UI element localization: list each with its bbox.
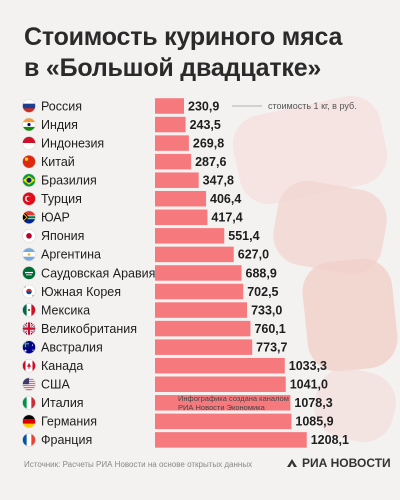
category-label: Южная Корея [41,285,121,299]
value-label: 287,6 [195,155,226,169]
flag-china-icon [22,154,36,169]
channel-note: РИА Новости Экономика [178,403,266,412]
bar [155,265,242,281]
bar [155,98,185,114]
title-line-1: Стоимость куриного мяса [24,23,343,51]
bar [155,135,189,151]
flag-argentina-icon [22,247,36,262]
category-label: Аргентина [41,248,101,262]
flag-turkey-icon [22,191,36,206]
flag-japan-icon [22,229,36,243]
category-label: Бразилия [41,174,97,188]
category-label: Германия [41,415,97,429]
bar-chart: Россия 230,9 Индия 243,5 Индонезия 269,8 Китай… [22,98,357,448]
channel-note: Инфографика создана каналом [178,394,289,403]
flag-mexico-icon [22,303,36,317]
bar [155,209,208,226]
value-label: 773,7 [256,340,287,354]
bar [155,246,234,263]
value-label: 243,5 [190,118,221,132]
page-title: Стоимость куриного мяса в «Большой двадц… [24,22,384,84]
bar [155,228,225,244]
value-label: 269,8 [193,136,224,150]
flag-indonesia-icon [22,136,36,150]
value-label: 230,9 [188,99,219,113]
value-label: 733,0 [251,303,282,317]
value-label: 1033,3 [289,359,327,373]
flag-saudi-arabia-icon [22,266,36,280]
flag-south-korea-icon [22,284,36,299]
value-label: 551,4 [228,229,259,243]
brand-logo: РИА НОВОСТИ [286,456,391,470]
bar [155,320,251,337]
flag-france-icon [22,433,36,447]
category-label: Австралия [41,340,103,354]
flag-brazil-icon [22,173,36,187]
category-label: Франция [41,433,92,447]
value-label: 1208,1 [311,433,349,447]
category-label: Мексика [41,303,90,317]
flag-uk-icon [22,321,36,336]
value-label: 1041,0 [290,378,328,392]
title-line-2: в «Большой двадцатке» [24,54,322,82]
bar [155,302,248,318]
bar [155,357,285,374]
category-label: Саудовская Аравия [41,266,155,280]
value-label: 627,0 [238,248,269,262]
value-label: 406,4 [210,192,241,206]
bar [155,116,186,133]
flag-russia-icon [22,99,36,113]
category-label: Турция [41,192,82,206]
category-label: Канада [41,359,83,373]
value-label: 1085,9 [295,415,333,429]
unit-annotation: стоимость 1 кг, в руб. [268,101,357,111]
ria-logo-icon [287,459,297,467]
category-label: Япония [41,229,84,243]
flag-canada-icon [22,358,36,373]
category-label: Индия [41,118,78,132]
brand-name: РИА НОВОСТИ [302,456,391,470]
value-label: 760,1 [254,322,285,336]
bar [155,283,244,300]
flag-australia-icon [22,340,36,354]
category-label: Китай [41,155,75,169]
category-label: Италия [41,396,84,410]
category-label: США [41,378,70,392]
bar [155,413,292,430]
value-label: 417,4 [211,211,242,225]
category-label: Индонезия [41,136,104,150]
category-label: ЮАР [41,211,70,225]
category-label: Великобритания [41,322,137,336]
bar [155,339,253,355]
flag-italy-icon [22,395,36,410]
bar [155,191,207,207]
value-label: 688,9 [246,266,277,280]
bar [155,153,192,170]
bar [155,432,307,448]
value-label: 347,8 [203,174,234,188]
flag-usa-icon [22,377,36,392]
bar [155,376,286,392]
source-note: Источник: Расчеты РИА Новости на основе … [24,460,253,469]
value-label: 702,5 [247,285,278,299]
bar [155,172,199,188]
value-label: 1078,3 [294,396,332,410]
flag-india-icon [22,117,36,132]
flag-germany-icon [22,414,36,429]
category-label: Россия [41,99,82,113]
bar [155,395,291,411]
flag-south-africa-icon [22,210,36,225]
